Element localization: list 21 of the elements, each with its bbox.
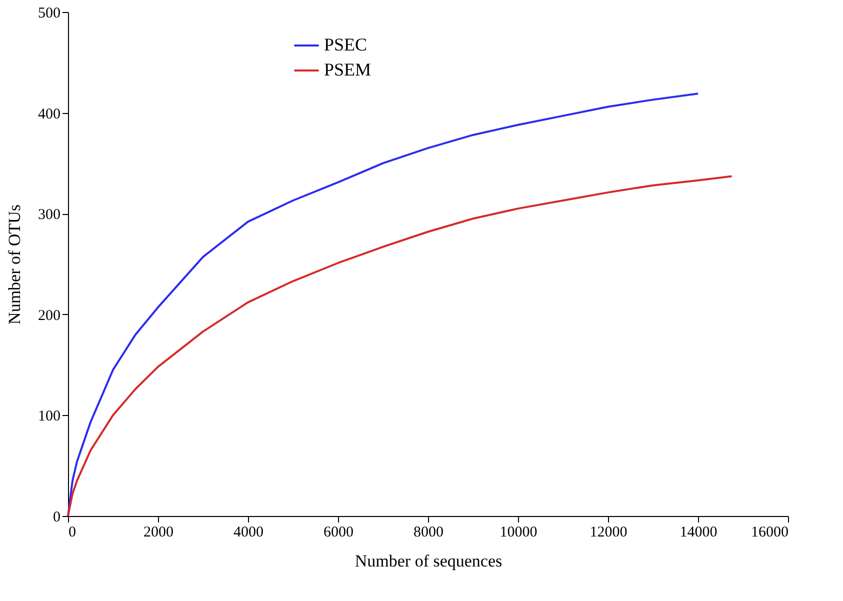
x-tick-label: 10000 bbox=[500, 524, 538, 540]
y-tick-label: 200 bbox=[38, 308, 60, 324]
y-tick-label: 0 bbox=[53, 510, 60, 526]
x-axis-title: Number of sequences bbox=[354, 552, 502, 570]
x-tick-label: 2000 bbox=[144, 524, 174, 540]
x-tick-label: 14000 bbox=[680, 524, 718, 540]
x-tick-label: 12000 bbox=[590, 524, 628, 540]
x-tick-label: 0 bbox=[68, 524, 76, 540]
line-series bbox=[67, 175, 733, 517]
y-tick-label: 500 bbox=[38, 6, 60, 22]
line-series bbox=[67, 92, 699, 517]
y-tick-label: 100 bbox=[38, 408, 60, 425]
x-tick-label: 16000 bbox=[751, 524, 788, 540]
x-tick-label: 6000 bbox=[324, 524, 354, 540]
x-tick-label: 8000 bbox=[414, 524, 444, 540]
y-axis-title: Number of OTUs bbox=[5, 204, 24, 324]
legend-label: PSEM bbox=[324, 60, 372, 80]
y-tick-label: 400 bbox=[38, 106, 60, 122]
x-tick-label: 4000 bbox=[234, 524, 264, 540]
y-tick-label: 300 bbox=[38, 207, 60, 224]
legend-label: PSEC bbox=[324, 34, 368, 54]
